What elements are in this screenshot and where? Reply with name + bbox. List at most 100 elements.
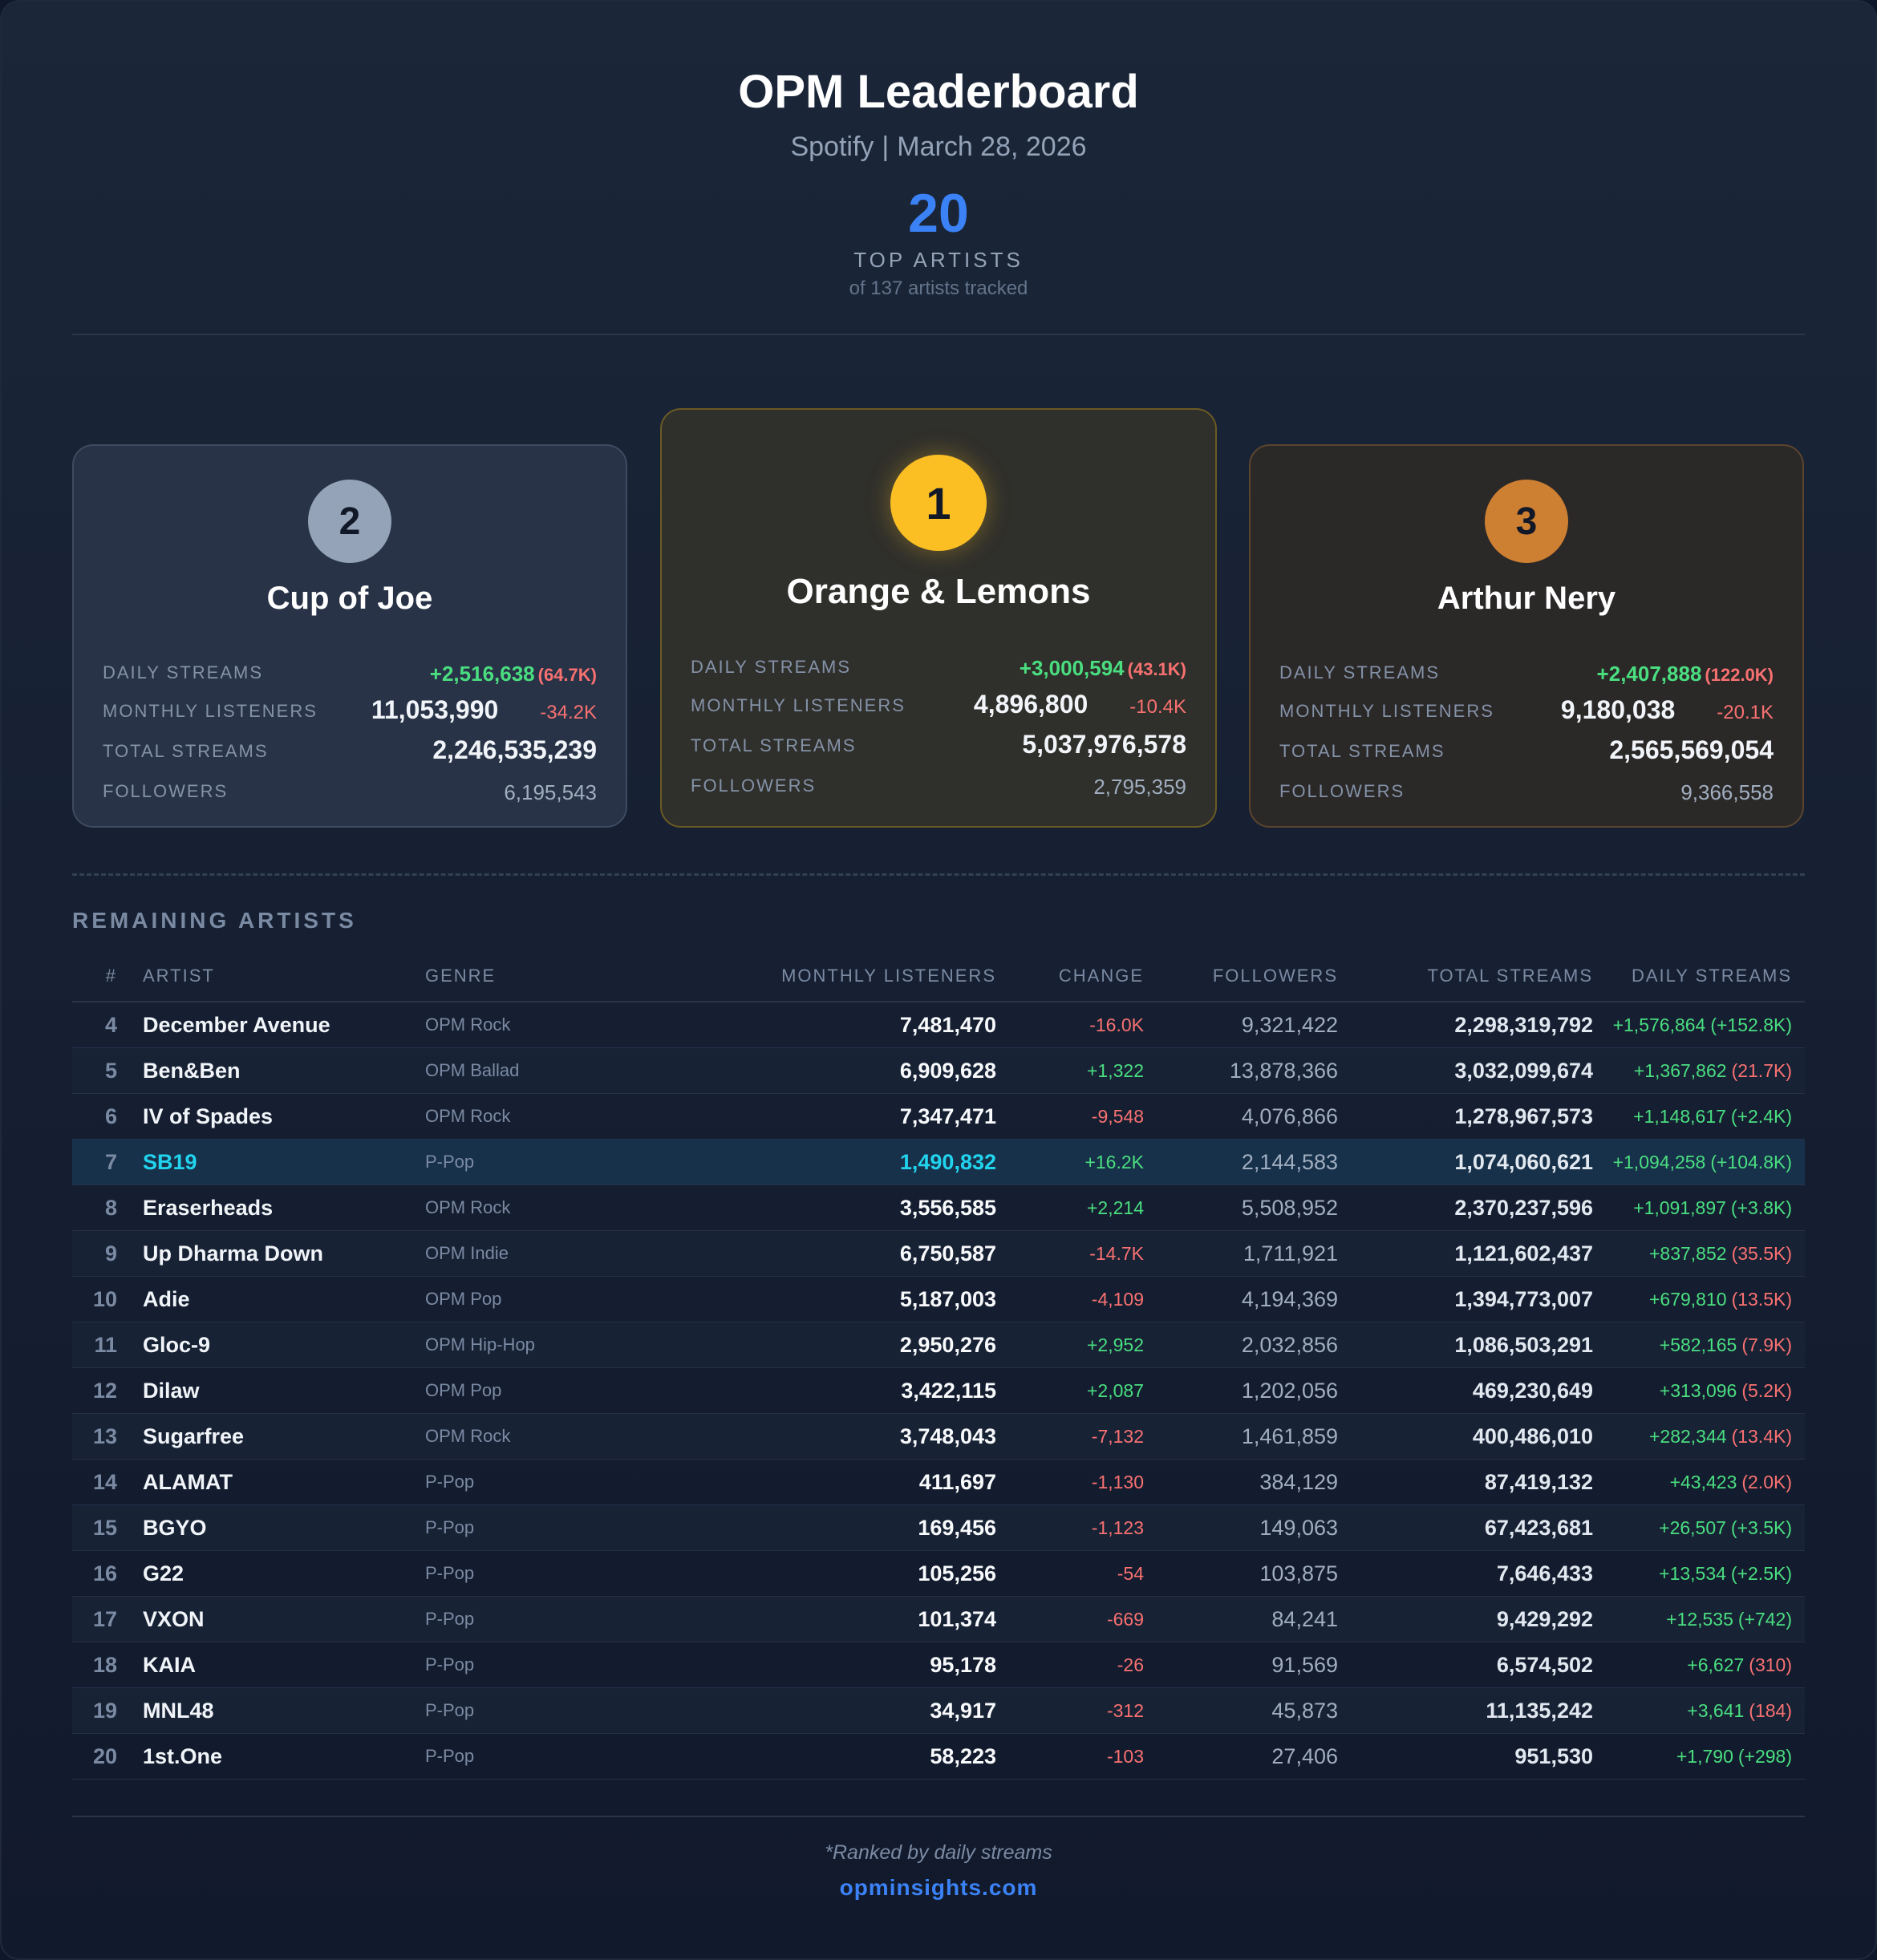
- artist-name-cell[interactable]: Eraserheads: [143, 1196, 274, 1220]
- column-header-followers[interactable]: FOLLOWERS: [1212, 966, 1338, 986]
- daily-streams-delta: (13.5K): [1731, 1289, 1792, 1310]
- column-header-change[interactable]: CHANGE: [1058, 966, 1144, 986]
- table-row[interactable]: 13 Sugarfree OPM Rock 3,748,043 -7,132 1,461,…: [72, 1414, 1805, 1460]
- daily-streams-cell: +6,627 (310): [1687, 1642, 1792, 1687]
- artist-name-cell[interactable]: G22: [143, 1561, 184, 1585]
- rank-cell: 6: [104, 1104, 117, 1128]
- table-row[interactable]: 4 December Avenue OPM Rock 7,481,470 -16.0K 9…: [72, 1002, 1805, 1048]
- table-row[interactable]: 18 KAIA P-Pop 95,178 -26 91,569 6,574,502 +6,62…: [72, 1642, 1805, 1688]
- rank-cell: 16: [92, 1561, 117, 1585]
- table-row[interactable]: 19 MNL48 P-Pop 34,917 -312 45,873 11,135,242 +3…: [72, 1688, 1805, 1734]
- daily-streams-value: +1,790: [1676, 1746, 1733, 1767]
- total-streams-cell: 7,646,433: [1496, 1561, 1593, 1585]
- table-row[interactable]: 7 SB19 P-Pop 1,490,832 +16.2K 2,144,583 1,074,…: [72, 1140, 1805, 1185]
- artist-name-cell[interactable]: Gloc-9: [143, 1333, 211, 1357]
- daily-streams-value: +837,852: [1648, 1243, 1727, 1264]
- artist-name-cell[interactable]: SB19: [143, 1150, 197, 1174]
- table-row[interactable]: 17 VXON P-Pop 101,374 -669 84,241 9,429,292 +12…: [72, 1597, 1805, 1642]
- podium-card-rank-3[interactable]: 3 Arthur Nery DAILY STREAMS +2,407,888 (1…: [1249, 444, 1804, 828]
- daily-streams-delta: (43.1K): [1127, 659, 1186, 679]
- footer-link[interactable]: opminsights.com: [839, 1875, 1038, 1900]
- artist-name-cell[interactable]: ALAMAT: [143, 1470, 233, 1494]
- artist-name-cell[interactable]: Ben&Ben: [143, 1059, 241, 1083]
- table-row[interactable]: 16 G22 P-Pop 105,256 -54 103,875 7,646,433 +13,…: [72, 1551, 1805, 1597]
- table-row[interactable]: 14 ALAMAT P-Pop 411,697 -1,130 384,129 87,419,…: [72, 1460, 1805, 1505]
- column-header-total-streams[interactable]: TOTAL STREAMS: [1427, 966, 1593, 986]
- column-header-monthly-listeners[interactable]: MONTHLY LISTENERS: [781, 966, 996, 986]
- artist-name-cell[interactable]: KAIA: [143, 1653, 196, 1677]
- followers-cell: 13,878,366: [1229, 1059, 1338, 1083]
- artist-name-cell[interactable]: Adie: [143, 1287, 190, 1311]
- table-row[interactable]: 15 BGYO P-Pop 169,456 -1,123 149,063 67,423,68…: [72, 1505, 1805, 1551]
- genre-cell: OPM Indie: [425, 1243, 509, 1263]
- artist-name-cell[interactable]: December Avenue: [143, 1013, 330, 1037]
- artist-count-sub: of 137 artists tracked: [849, 277, 1028, 299]
- total-streams-cell: 469,230,649: [1472, 1379, 1593, 1403]
- monthly-listeners-change: -34.2K: [540, 702, 597, 723]
- column-header-artist[interactable]: ARTIST: [143, 966, 215, 986]
- table-row[interactable]: 8 Eraserheads OPM Rock 3,556,585 +2,214 5,508…: [72, 1185, 1805, 1231]
- stat-label: TOTAL STREAMS: [1279, 741, 1445, 761]
- monthly-listeners-cell: 95,178: [930, 1653, 996, 1677]
- artist-name-cell[interactable]: Up Dharma Down: [143, 1241, 324, 1265]
- stat-label: MONTHLY LISTENERS: [1279, 701, 1494, 721]
- monthly-listeners-cell: 6,909,628: [899, 1059, 996, 1083]
- change-cell: +16.2K: [1084, 1152, 1144, 1172]
- daily-streams-delta: (+104.8K): [1710, 1152, 1792, 1172]
- rank-cell: 5: [104, 1059, 117, 1083]
- genre-cell: OPM Rock: [425, 1014, 511, 1035]
- change-cell: -4,109: [1091, 1289, 1144, 1310]
- total-streams-value: 2,565,569,054: [1609, 735, 1774, 764]
- monthly-listeners-cell: 169,456: [918, 1516, 996, 1540]
- followers-cell: 2,144,583: [1241, 1150, 1338, 1174]
- daily-streams-value: +1,091,897: [1633, 1197, 1726, 1218]
- artist-name: Cup of Joe: [266, 581, 433, 616]
- genre-cell: OPM Pop: [425, 1380, 502, 1400]
- artist-name-cell[interactable]: MNL48: [143, 1699, 214, 1723]
- daily-streams-delta: (122.0K): [1705, 665, 1774, 685]
- monthly-listeners-value: 11,053,990: [371, 695, 499, 724]
- daily-streams-delta: (7.9K): [1741, 1334, 1792, 1355]
- table-row[interactable]: 5 Ben&Ben OPM Ballad 6,909,628 +1,322 13,878,…: [72, 1048, 1805, 1094]
- podium-card-rank-2[interactable]: 2 Cup of Joe DAILY STREAMS +2,516,638 (64…: [72, 444, 627, 828]
- daily-streams-value: +679,810: [1648, 1289, 1727, 1310]
- table-row[interactable]: 11 Gloc-9 OPM Hip-Hop 2,950,276 +2,952 2,032,…: [72, 1322, 1805, 1368]
- monthly-listeners-cell: 7,347,471: [899, 1104, 996, 1128]
- column-header-daily-streams[interactable]: DAILY STREAMS: [1631, 966, 1792, 986]
- total-streams-cell: 1,394,773,007: [1454, 1287, 1593, 1311]
- change-cell: +1,322: [1087, 1060, 1144, 1081]
- header-divider: [72, 334, 1805, 335]
- stat-total-streams: TOTAL STREAMS 2,246,535,239: [103, 733, 597, 765]
- artist-name-cell[interactable]: Sugarfree: [143, 1424, 245, 1448]
- genre-cell: P-Pop: [425, 1746, 475, 1766]
- table-row[interactable]: 10 Adie OPM Pop 5,187,003 -4,109 4,194,369 1,3…: [72, 1277, 1805, 1322]
- table-row[interactable]: 9 Up Dharma Down OPM Indie 6,750,587 -14.7K 1…: [72, 1231, 1805, 1277]
- section-title: REMAINING ARTISTS: [72, 908, 357, 933]
- table-row[interactable]: 20 1st.One P-Pop 58,223 -103 27,406 951,530 +1,…: [72, 1734, 1805, 1780]
- monthly-listeners-cell: 411,697: [918, 1470, 996, 1494]
- column-header-rank[interactable]: #: [105, 966, 117, 986]
- artist-name-cell[interactable]: VXON: [143, 1607, 205, 1631]
- artist-name-cell[interactable]: 1st.One: [143, 1744, 223, 1768]
- total-streams-cell: 67,423,681: [1484, 1516, 1593, 1540]
- change-cell: -54: [1117, 1563, 1144, 1584]
- daily-streams-cell: +837,852 (35.5K): [1649, 1231, 1792, 1276]
- daily-streams-value: +3,000,594: [1019, 656, 1125, 680]
- artist-name-cell[interactable]: BGYO: [143, 1516, 207, 1540]
- table-row[interactable]: 12 Dilaw OPM Pop 3,422,115 +2,087 1,202,056 46…: [72, 1368, 1805, 1414]
- column-header-genre[interactable]: GENRE: [425, 966, 497, 986]
- daily-streams-delta: (21.7K): [1731, 1060, 1792, 1081]
- stat-label: TOTAL STREAMS: [103, 741, 269, 761]
- rank-badge: 3: [1485, 480, 1568, 563]
- genre-cell: P-Pop: [425, 1654, 475, 1675]
- artist-name-cell[interactable]: IV of Spades: [143, 1104, 274, 1128]
- followers-cell: 4,076,866: [1241, 1104, 1338, 1128]
- daily-streams-cell: +26,507 (+3.5K): [1659, 1505, 1792, 1550]
- genre-cell: P-Pop: [425, 1700, 475, 1720]
- rank-cell: 8: [104, 1196, 117, 1220]
- artist-name-cell[interactable]: Dilaw: [143, 1379, 200, 1403]
- change-cell: -103: [1106, 1746, 1144, 1767]
- podium-card-rank-1[interactable]: 1 Orange & Lemons DAILY STREAMS +3,000,5…: [660, 408, 1217, 828]
- table-row[interactable]: 6 IV of Spades OPM Rock 7,347,471 -9,548 4,07…: [72, 1094, 1805, 1140]
- table-body: 4 December Avenue OPM Rock 7,481,470 -16.0K 9…: [72, 1002, 1805, 1780]
